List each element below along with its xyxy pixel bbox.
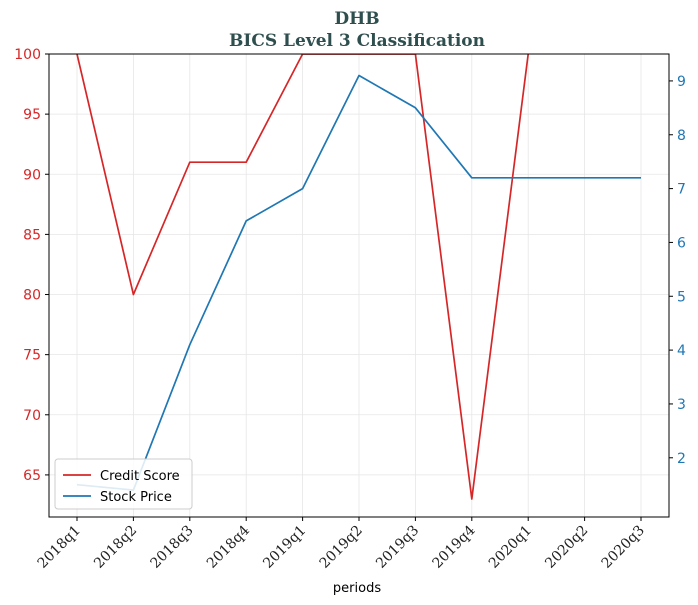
x-tick-label: 2018q3 [147, 523, 196, 572]
legend-label: Stock Price [100, 490, 172, 505]
x-tick-label: 2018q2 [91, 523, 140, 572]
right-tick-label: 7 [677, 182, 686, 198]
chart-title: DHB [334, 9, 379, 29]
x-tick-label: 2018q1 [35, 523, 84, 572]
chart-subtitle: BICS Level 3 Classification [229, 31, 485, 51]
series-lines [76, 54, 641, 500]
x-tick-label: 2020q3 [599, 523, 648, 572]
left-tick-label: 70 [23, 408, 41, 424]
right-tick-label: 3 [677, 397, 686, 413]
left-tick-label: 100 [14, 47, 41, 63]
legend-label: Credit Score [100, 469, 180, 484]
x-tick-label: 2018q4 [204, 522, 253, 571]
right-tick-label: 9 [677, 74, 686, 90]
x-tick-label: 2019q3 [373, 523, 422, 572]
left-tick-label: 80 [23, 288, 41, 304]
left-tick-label: 90 [23, 167, 41, 183]
x-tick-label: 2020q2 [542, 523, 591, 572]
left-tick-label: 75 [23, 348, 41, 364]
left-tick-label: 65 [23, 468, 41, 484]
x-tick-label: 2020q1 [486, 523, 535, 572]
left-tick-label: 95 [23, 107, 41, 123]
x-tick-label: 2019q1 [260, 523, 309, 572]
x-axis-label: periods [333, 581, 381, 596]
right-tick-label: 6 [677, 235, 686, 251]
x-tick-label: 2019q2 [317, 523, 366, 572]
right-tick-label: 8 [677, 128, 686, 144]
right-tick-label: 4 [677, 343, 686, 359]
legend: Credit Score Stock Price [54, 458, 193, 510]
x-tick-label: 2019q4 [429, 522, 478, 571]
series-line-credit-score [76, 54, 530, 500]
grid [49, 53, 669, 517]
right-tick-label: 5 [677, 289, 686, 305]
left-tick-label: 85 [23, 227, 41, 243]
series-line-stock-price [76, 74, 641, 491]
right-tick-label: 2 [677, 451, 686, 467]
